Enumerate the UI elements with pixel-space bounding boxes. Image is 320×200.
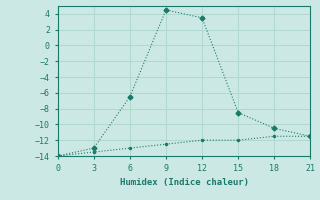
X-axis label: Humidex (Indice chaleur): Humidex (Indice chaleur) (119, 178, 249, 187)
